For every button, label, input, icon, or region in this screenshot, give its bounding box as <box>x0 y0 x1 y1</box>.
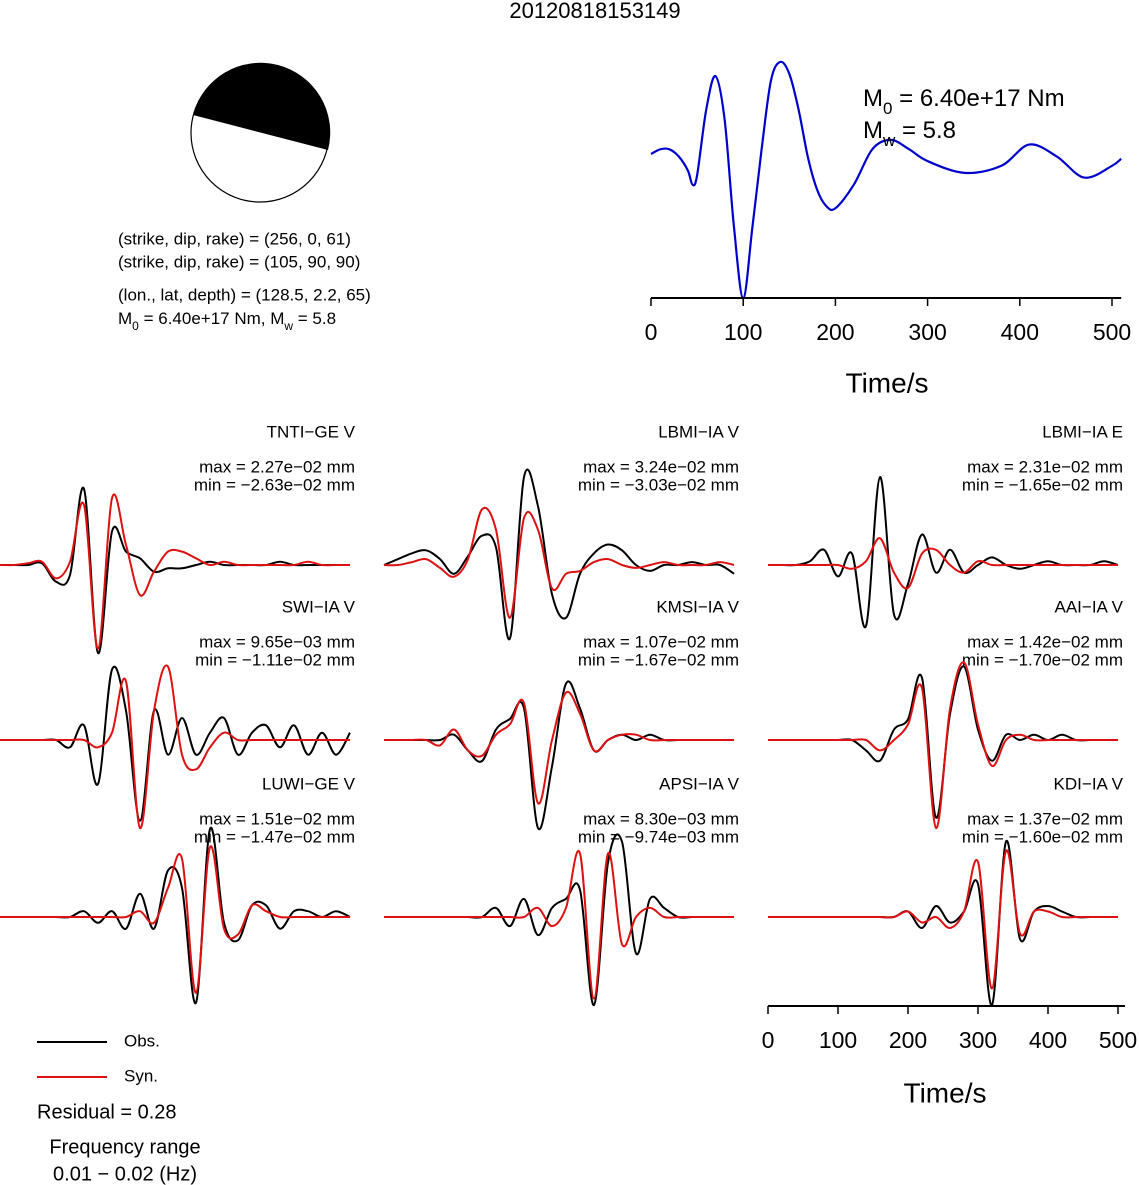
waveform-syn <box>767 661 1118 830</box>
amplitude-label: min = −3.03e−02 mm <box>578 475 739 494</box>
text-part: = 6.40e+17 Nm, M <box>139 309 285 328</box>
waveform-syn <box>0 845 350 994</box>
x-axis-label: Time/s <box>846 367 929 398</box>
amplitude-label: min = −1.47e−02 mm <box>194 827 355 846</box>
x-tick-label: 200 <box>816 319 854 345</box>
annotation: Mw = 5.8 <box>863 117 956 150</box>
mechanism-text: (strike, dip, rake) = (256, 0, 61) <box>118 229 351 248</box>
subscript: w <box>283 319 293 333</box>
beachball-compression <box>193 62 331 150</box>
station-label: SWI−IA V <box>282 597 356 616</box>
annotation: M0 = 6.40e+17 Nm <box>863 85 1065 118</box>
figure-title: 20120818153149 <box>509 0 680 23</box>
x-tick-label: 400 <box>1029 1027 1067 1053</box>
text-part: M <box>118 309 132 328</box>
station-label: LBMI−IA E <box>1042 422 1123 441</box>
amplitude-label: min = −1.70e−02 mm <box>962 650 1123 669</box>
waveform-obs <box>767 665 1118 819</box>
amplitude-label: min = −1.11e−02 mm <box>195 650 355 669</box>
x-tick-label: 500 <box>1093 319 1131 345</box>
magnitude-text: M0 = 6.40e+17 Nm, Mw = 5.8 <box>118 309 336 333</box>
x-tick-label: 500 <box>1099 1027 1137 1053</box>
waveform-syn <box>383 690 734 805</box>
amplitude-label: max = 9.65e−03 mm <box>199 632 355 651</box>
waveform-obs <box>383 680 734 831</box>
station-label: APSI−IA V <box>659 774 740 793</box>
residual-text: Residual = 0.28 <box>37 1101 177 1123</box>
amplitude-label: min = −2.63e−02 mm <box>194 475 355 494</box>
x-axis-label: Time/s <box>904 1077 987 1108</box>
text-part: = 5.8 <box>293 309 336 328</box>
x-tick-label: 300 <box>908 319 946 345</box>
station-label: LUWI−GE V <box>262 774 356 793</box>
x-tick-label: 300 <box>959 1027 997 1053</box>
legend-label: Syn. <box>124 1066 158 1085</box>
x-tick-label: 400 <box>1001 319 1039 345</box>
amplitude-label: max = 1.37e−02 mm <box>967 809 1123 828</box>
x-tick-label: 0 <box>762 1027 775 1053</box>
subscript: 0 <box>883 99 892 118</box>
station-label: AAI−IA V <box>1054 597 1123 616</box>
waveform-syn <box>0 493 350 650</box>
waveform-syn <box>0 664 350 830</box>
text-part: M <box>863 117 883 144</box>
text-part: = 5.8 <box>895 117 956 144</box>
beachball <box>190 62 331 203</box>
x-tick-label: 100 <box>724 319 762 345</box>
frequency-text: 0.01 − 0.02 (Hz) <box>53 1163 197 1185</box>
subscript: w <box>882 131 896 150</box>
x-tick-label: 0 <box>645 319 658 345</box>
station-label: KMSI−IA V <box>656 597 739 616</box>
mechanism-text: (strike, dip, rake) = (105, 90, 90) <box>118 252 360 271</box>
waveform-syn <box>768 849 1118 990</box>
frequency-text: Frequency range <box>49 1136 200 1158</box>
waveform-syn <box>383 506 735 619</box>
legend-label: Obs. <box>124 1031 160 1050</box>
subscript: 0 <box>132 319 139 333</box>
waveform-obs <box>767 475 1119 629</box>
text-part: M <box>863 85 883 112</box>
waveform-obs <box>0 486 350 655</box>
waveform-syn <box>767 537 1118 590</box>
amplitude-label: max = 8.30e−03 mm <box>583 809 739 828</box>
source-time-function <box>650 60 1122 300</box>
amplitude-label: max = 1.07e−02 mm <box>583 632 739 651</box>
amplitude-label: min = −1.67e−02 mm <box>578 650 739 669</box>
amplitude-label: max = 2.27e−02 mm <box>199 457 355 476</box>
amplitude-label: max = 1.42e−02 mm <box>967 632 1123 651</box>
waveform-syn <box>384 850 734 1000</box>
waveform-obs <box>0 826 351 1004</box>
amplitude-label: min = −1.65e−02 mm <box>962 475 1123 494</box>
text-part: = 6.40e+17 Nm <box>892 85 1064 112</box>
amplitude-label: min = −9.74e−03 mm <box>578 827 739 846</box>
amplitude-label: max = 2.31e−02 mm <box>967 457 1123 476</box>
waveform-obs <box>0 665 351 822</box>
station-label: KDI−IA V <box>1054 774 1124 793</box>
location-text: (lon., lat, depth) = (128.5, 2.2, 65) <box>118 285 371 304</box>
amplitude-label: max = 1.51e−02 mm <box>199 809 355 828</box>
amplitude-label: max = 3.24e−02 mm <box>583 457 739 476</box>
x-tick-label: 100 <box>819 1027 857 1053</box>
amplitude-label: min = −1.60e−02 mm <box>962 827 1123 846</box>
station-label: TNTI−GE V <box>267 422 356 441</box>
x-tick-label: 200 <box>889 1027 927 1053</box>
waveform-obs <box>384 833 734 1007</box>
station-label: LBMI−IA V <box>658 422 739 441</box>
